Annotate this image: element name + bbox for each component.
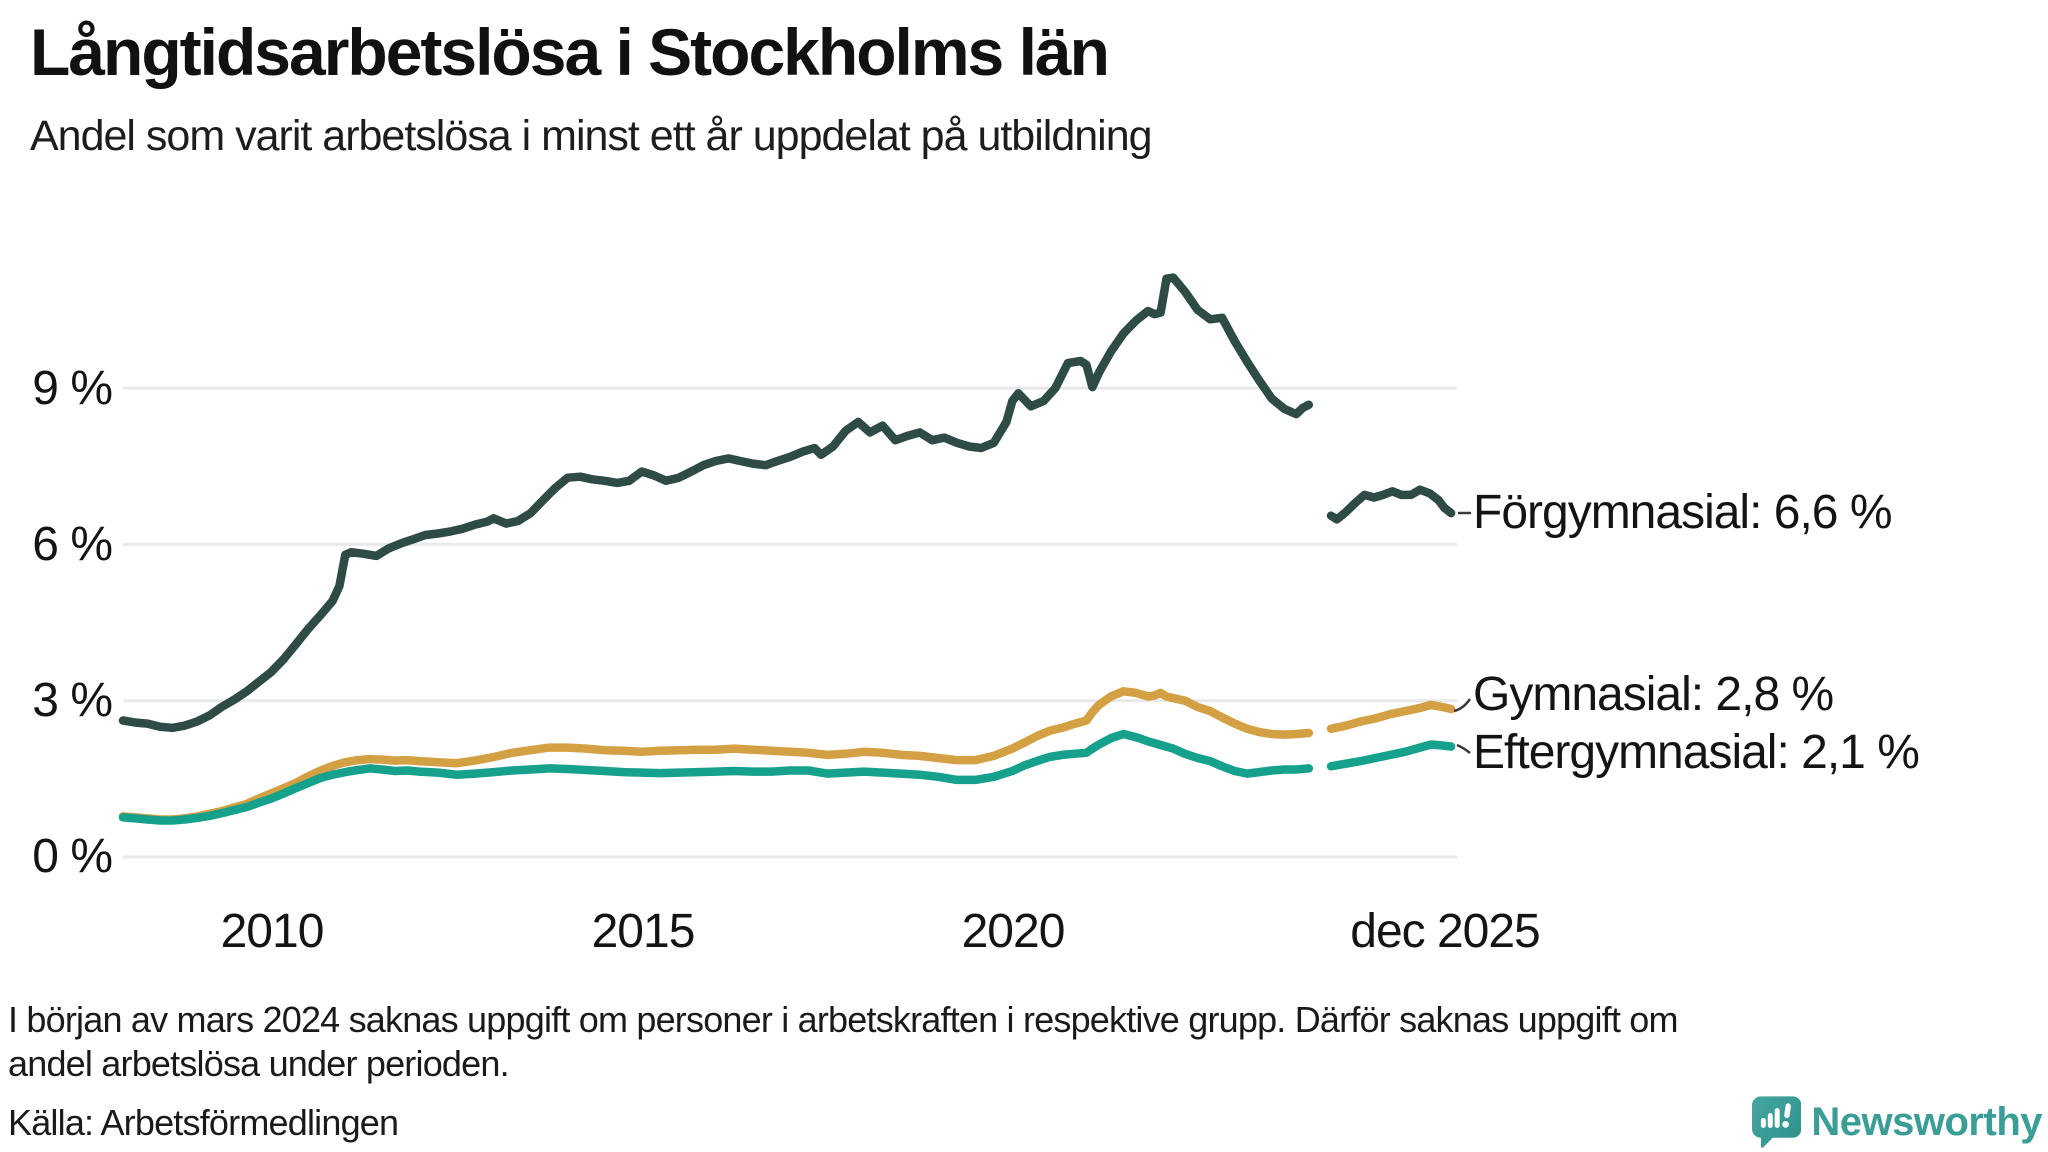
series-line-gymnasial-seg1 [118,687,1314,824]
newsworthy-speech-bubble-icon [1752,1096,1802,1148]
page-title: Långtidsarbetslösa i Stockholms län [30,15,1110,89]
gridlines [123,386,1457,859]
y-tick-3: 3 % [32,674,113,727]
series-label-forgymnasial: Förgymnasial: 6,6 % [1473,486,1893,539]
series-label-eftergymnasial: Eftergymnasial: 2,1 % [1473,726,1920,779]
series-line-eftergymnasial-seg2 [1326,740,1456,771]
series-line-gymnasial-seg2 [1326,700,1456,734]
series-line-förgymnasial-seg2 [1326,485,1456,524]
source-credit: Källa: Arbetsförmedlingen [8,1102,399,1143]
series-line-eftergymnasial-seg1 [118,729,1314,825]
x-tick-2015: 2015 [591,905,696,958]
connector-eftergymnasial [1456,743,1471,754]
series-lines [118,273,1456,825]
connector-gymnasial [1453,698,1472,713]
x-tick-dec-2025: dec 2025 [1350,905,1541,958]
series-label-gymnasial: Gymnasial: 2,8 % [1473,668,1834,721]
page-subtitle: Andel som varit arbetslösa i minst ett å… [30,112,1153,160]
y-tick-6: 6 % [32,518,113,571]
footnote-line-2: andel arbetslösa under perioden. [8,1043,510,1084]
y-tick-9: 9 % [32,362,113,415]
y-tick-0: 0 % [32,830,113,883]
footnote-line-1: I början av mars 2024 saknas uppgift om … [8,999,1679,1040]
newsworthy-logo[interactable]: Newsworthy [1752,1096,2042,1148]
label-connectors [1453,511,1472,754]
x-tick-2010: 2010 [220,905,325,958]
x-tick-2020: 2020 [961,905,1066,958]
series-line-förgymnasial-seg1 [118,273,1314,733]
newsworthy-logo-text: Newsworthy [1811,1099,2042,1144]
